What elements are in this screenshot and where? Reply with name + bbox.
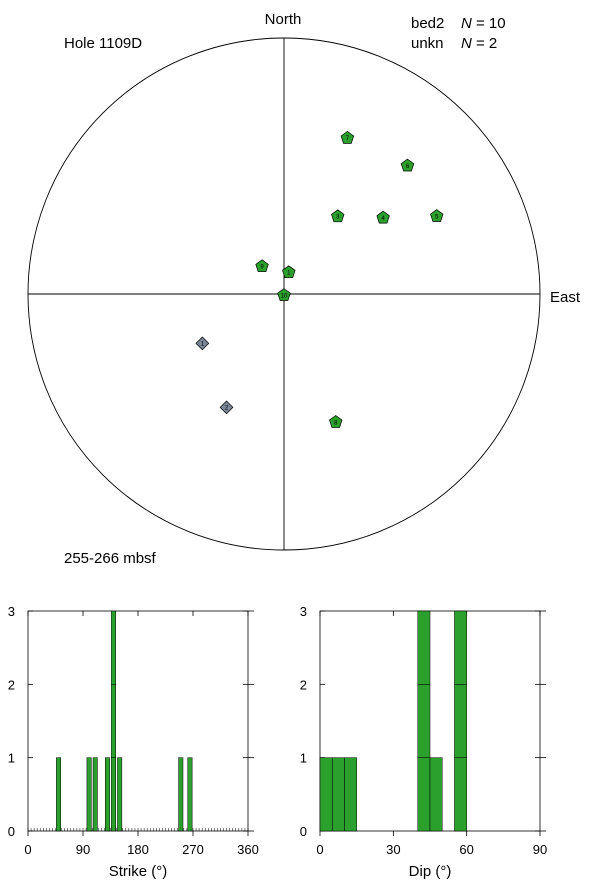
marker-label: 3 — [336, 215, 340, 221]
histogram-bar — [92, 757, 98, 832]
bed-pole-marker — [277, 288, 291, 301]
histogram-bar — [417, 610, 431, 685]
marker-label: 1 — [201, 342, 205, 348]
strike-histogram: Strike (°) 0 1 2 3 0 90 180 270 360 — [8, 604, 259, 880]
x-tick-label: 0 — [316, 842, 323, 857]
marker-label: 10 — [281, 293, 288, 299]
x-tick-label: 60 — [459, 842, 473, 857]
x-tick-label: 270 — [182, 842, 204, 857]
east-label: East — [550, 289, 581, 306]
bed-pole-marker — [430, 209, 444, 222]
y-tick-label: 2 — [8, 677, 15, 692]
legend-n-symbol: N — [461, 35, 472, 52]
histogram-bar — [454, 684, 467, 758]
legend-n-symbol: N — [461, 15, 472, 32]
histogram-bar — [111, 610, 117, 685]
bed-pole-marker — [340, 130, 355, 144]
marker-label: 6 — [406, 164, 410, 170]
y-tick-label: 3 — [300, 604, 307, 619]
histogram-bar — [178, 757, 184, 832]
bed-pole-marker — [400, 158, 415, 172]
histogram-bar — [111, 757, 117, 832]
bed-pole-marker — [255, 259, 269, 273]
marker-label: 9 — [260, 265, 264, 271]
strike-axis-label: Strike (°) — [109, 863, 168, 880]
x-tick-label: 90 — [533, 842, 547, 857]
hole-label: Hole 1109D — [64, 35, 142, 52]
marker-label: 7 — [346, 136, 350, 142]
histogram-bar — [187, 757, 193, 832]
unknown-pole-marker — [195, 336, 210, 351]
histogram-bar — [344, 757, 357, 832]
histogram-bar — [319, 757, 333, 832]
bed-pole-marker — [331, 209, 345, 223]
legend-series-name: unkn — [411, 35, 444, 52]
north-label: North — [265, 11, 302, 28]
x-tick-label: 360 — [237, 842, 259, 857]
x-tick-label: 0 — [24, 842, 31, 857]
y-tick-label: 0 — [8, 824, 15, 839]
marker-label: 1 — [287, 271, 291, 277]
legend-n-value: = 2 — [476, 35, 497, 52]
histogram-bar — [56, 757, 62, 832]
y-tick-label: 0 — [300, 824, 307, 839]
marker-label: 4 — [381, 216, 385, 222]
y-tick-label: 1 — [8, 751, 15, 766]
histogram-bar — [86, 757, 92, 832]
x-tick-label: 180 — [127, 842, 149, 857]
histogram-bar — [417, 684, 431, 758]
unknown-pole-marker — [219, 400, 234, 415]
y-tick-label: 2 — [300, 677, 307, 692]
legend-n-value: = 10 — [476, 15, 506, 32]
x-tick-label: 90 — [76, 842, 90, 857]
marker-label: 8 — [334, 420, 338, 426]
histogram-bar — [454, 757, 467, 832]
y-tick-label: 1 — [300, 751, 307, 766]
legend-series-name: bed2 — [411, 15, 444, 32]
y-tick-label: 3 — [8, 604, 15, 619]
x-tick-label: 30 — [386, 842, 400, 857]
dip-axis-label: Dip (°) — [409, 863, 452, 880]
histogram-bar — [104, 757, 110, 832]
marker-label: 5 — [435, 214, 439, 220]
depth-label: 255-266 mbsf — [64, 550, 157, 567]
bed-pole-marker — [282, 265, 296, 279]
bed-pole-marker — [376, 210, 390, 224]
histogram-bar — [117, 757, 123, 832]
histogram-bar — [429, 757, 443, 832]
histogram-bar — [417, 757, 431, 832]
stereonet-markers: 1 3 4 5 6 7 8 9 10 1 2 — [195, 130, 444, 428]
marker-label: 2 — [225, 406, 229, 412]
histogram-bar — [454, 610, 467, 685]
histogram-bar — [331, 757, 345, 832]
histogram-bar — [111, 684, 117, 758]
bed-pole-marker — [329, 415, 343, 428]
